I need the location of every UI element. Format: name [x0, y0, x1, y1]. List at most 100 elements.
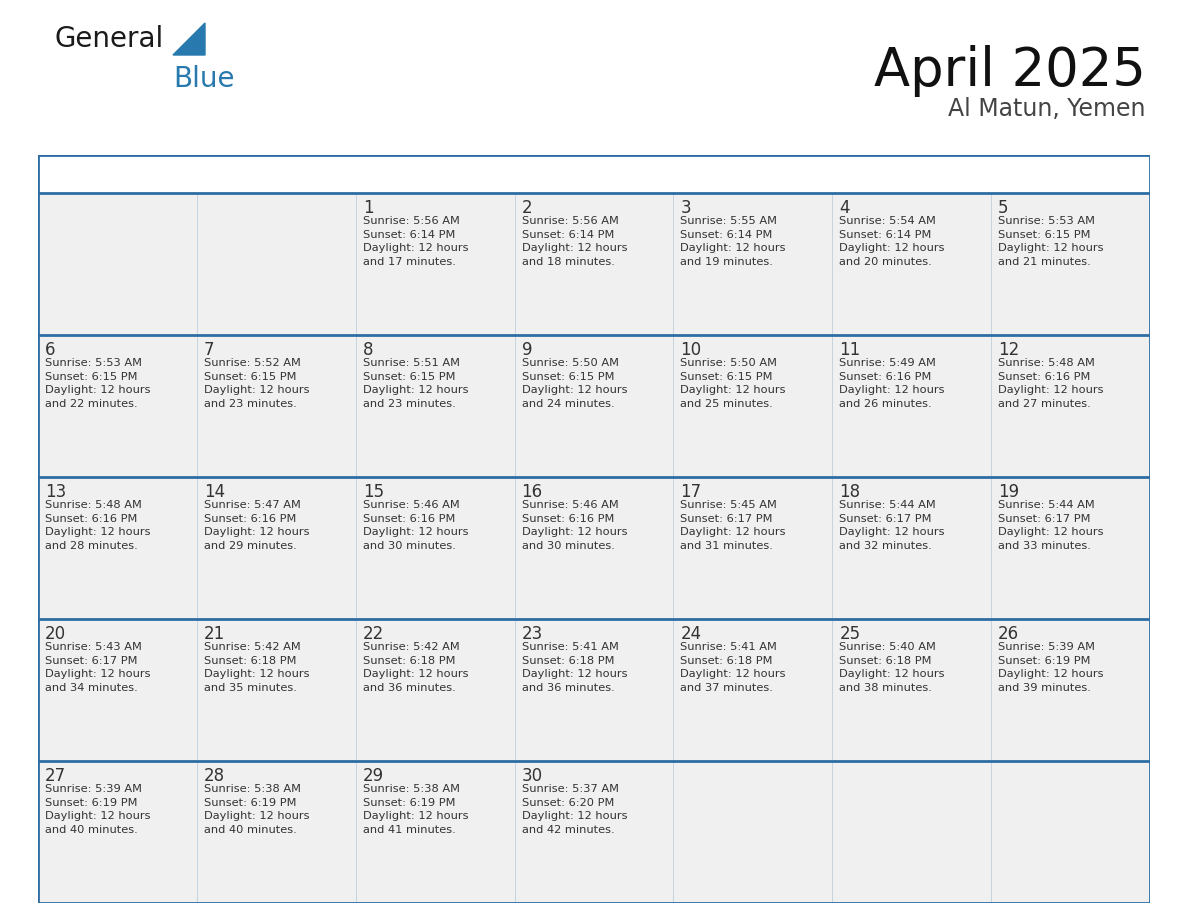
- Bar: [991, 477, 1150, 619]
- Text: Sunrise: 5:56 AM
Sunset: 6:14 PM
Daylight: 12 hours
and 18 minutes.: Sunrise: 5:56 AM Sunset: 6:14 PM Dayligh…: [522, 216, 627, 267]
- Bar: [514, 761, 674, 903]
- Text: Sunrise: 5:44 AM
Sunset: 6:17 PM
Daylight: 12 hours
and 33 minutes.: Sunrise: 5:44 AM Sunset: 6:17 PM Dayligh…: [998, 500, 1104, 551]
- Text: Sunrise: 5:52 AM
Sunset: 6:15 PM
Daylight: 12 hours
and 23 minutes.: Sunrise: 5:52 AM Sunset: 6:15 PM Dayligh…: [204, 358, 309, 409]
- Bar: [38, 619, 197, 761]
- Text: Sunrise: 5:55 AM
Sunset: 6:14 PM
Daylight: 12 hours
and 19 minutes.: Sunrise: 5:55 AM Sunset: 6:14 PM Dayligh…: [681, 216, 786, 267]
- Text: Monday: Monday: [204, 166, 265, 182]
- Text: Sunrise: 5:39 AM
Sunset: 6:19 PM
Daylight: 12 hours
and 40 minutes.: Sunrise: 5:39 AM Sunset: 6:19 PM Dayligh…: [45, 784, 151, 834]
- Text: 12: 12: [998, 341, 1019, 359]
- Text: Sunrise: 5:53 AM
Sunset: 6:15 PM
Daylight: 12 hours
and 21 minutes.: Sunrise: 5:53 AM Sunset: 6:15 PM Dayligh…: [998, 216, 1104, 267]
- Text: 8: 8: [362, 341, 373, 359]
- Bar: [674, 193, 833, 335]
- Bar: [38, 761, 197, 903]
- Bar: [991, 193, 1150, 335]
- Bar: [833, 761, 991, 903]
- Text: Sunrise: 5:51 AM
Sunset: 6:15 PM
Daylight: 12 hours
and 23 minutes.: Sunrise: 5:51 AM Sunset: 6:15 PM Dayligh…: [362, 358, 468, 409]
- Bar: [514, 335, 674, 477]
- Text: 26: 26: [998, 625, 1019, 643]
- Text: Sunrise: 5:39 AM
Sunset: 6:19 PM
Daylight: 12 hours
and 39 minutes.: Sunrise: 5:39 AM Sunset: 6:19 PM Dayligh…: [998, 642, 1104, 693]
- Bar: [991, 761, 1150, 903]
- Text: 28: 28: [204, 767, 225, 785]
- Text: 5: 5: [998, 199, 1009, 217]
- Text: Sunrise: 5:49 AM
Sunset: 6:16 PM
Daylight: 12 hours
and 26 minutes.: Sunrise: 5:49 AM Sunset: 6:16 PM Dayligh…: [839, 358, 944, 409]
- Text: 7: 7: [204, 341, 214, 359]
- Text: 29: 29: [362, 767, 384, 785]
- Bar: [38, 477, 197, 619]
- Bar: [514, 477, 674, 619]
- Text: 6: 6: [45, 341, 56, 359]
- Text: 15: 15: [362, 483, 384, 501]
- Bar: [197, 619, 355, 761]
- Text: Friday: Friday: [840, 166, 886, 182]
- Text: Sunrise: 5:38 AM
Sunset: 6:19 PM
Daylight: 12 hours
and 41 minutes.: Sunrise: 5:38 AM Sunset: 6:19 PM Dayligh…: [362, 784, 468, 834]
- Text: 27: 27: [45, 767, 67, 785]
- Text: Sunrise: 5:40 AM
Sunset: 6:18 PM
Daylight: 12 hours
and 38 minutes.: Sunrise: 5:40 AM Sunset: 6:18 PM Dayligh…: [839, 642, 944, 693]
- Text: Sunrise: 5:46 AM
Sunset: 6:16 PM
Daylight: 12 hours
and 30 minutes.: Sunrise: 5:46 AM Sunset: 6:16 PM Dayligh…: [522, 500, 627, 551]
- Text: 9: 9: [522, 341, 532, 359]
- Text: Sunrise: 5:54 AM
Sunset: 6:14 PM
Daylight: 12 hours
and 20 minutes.: Sunrise: 5:54 AM Sunset: 6:14 PM Dayligh…: [839, 216, 944, 267]
- Bar: [991, 335, 1150, 477]
- Text: Sunrise: 5:41 AM
Sunset: 6:18 PM
Daylight: 12 hours
and 37 minutes.: Sunrise: 5:41 AM Sunset: 6:18 PM Dayligh…: [681, 642, 786, 693]
- Text: Sunrise: 5:43 AM
Sunset: 6:17 PM
Daylight: 12 hours
and 34 minutes.: Sunrise: 5:43 AM Sunset: 6:17 PM Dayligh…: [45, 642, 151, 693]
- Text: 4: 4: [839, 199, 849, 217]
- Text: Blue: Blue: [173, 65, 234, 93]
- Bar: [197, 193, 355, 335]
- Bar: [674, 335, 833, 477]
- Bar: [674, 619, 833, 761]
- Bar: [197, 335, 355, 477]
- Text: Sunrise: 5:48 AM
Sunset: 6:16 PM
Daylight: 12 hours
and 28 minutes.: Sunrise: 5:48 AM Sunset: 6:16 PM Dayligh…: [45, 500, 151, 551]
- Bar: [38, 193, 197, 335]
- Bar: [833, 193, 991, 335]
- Bar: [355, 335, 514, 477]
- Text: 16: 16: [522, 483, 543, 501]
- Bar: [355, 193, 514, 335]
- Bar: [355, 477, 514, 619]
- Text: 14: 14: [204, 483, 225, 501]
- Polygon shape: [173, 23, 206, 55]
- Text: 25: 25: [839, 625, 860, 643]
- Text: 21: 21: [204, 625, 225, 643]
- Text: Saturday: Saturday: [999, 166, 1068, 182]
- Text: Sunrise: 5:46 AM
Sunset: 6:16 PM
Daylight: 12 hours
and 30 minutes.: Sunrise: 5:46 AM Sunset: 6:16 PM Dayligh…: [362, 500, 468, 551]
- Text: 1: 1: [362, 199, 373, 217]
- Text: General: General: [55, 25, 164, 53]
- Bar: [355, 619, 514, 761]
- Text: 30: 30: [522, 767, 543, 785]
- Bar: [674, 477, 833, 619]
- Bar: [833, 477, 991, 619]
- Text: Sunrise: 5:44 AM
Sunset: 6:17 PM
Daylight: 12 hours
and 32 minutes.: Sunrise: 5:44 AM Sunset: 6:17 PM Dayligh…: [839, 500, 944, 551]
- Text: Wednesday: Wednesday: [523, 166, 612, 182]
- Bar: [833, 619, 991, 761]
- Text: 18: 18: [839, 483, 860, 501]
- Text: Sunrise: 5:45 AM
Sunset: 6:17 PM
Daylight: 12 hours
and 31 minutes.: Sunrise: 5:45 AM Sunset: 6:17 PM Dayligh…: [681, 500, 786, 551]
- Text: Sunrise: 5:53 AM
Sunset: 6:15 PM
Daylight: 12 hours
and 22 minutes.: Sunrise: 5:53 AM Sunset: 6:15 PM Dayligh…: [45, 358, 151, 409]
- Text: 20: 20: [45, 625, 67, 643]
- Text: Sunrise: 5:42 AM
Sunset: 6:18 PM
Daylight: 12 hours
and 35 minutes.: Sunrise: 5:42 AM Sunset: 6:18 PM Dayligh…: [204, 642, 309, 693]
- Text: Sunrise: 5:47 AM
Sunset: 6:16 PM
Daylight: 12 hours
and 29 minutes.: Sunrise: 5:47 AM Sunset: 6:16 PM Dayligh…: [204, 500, 309, 551]
- Text: 23: 23: [522, 625, 543, 643]
- Bar: [674, 761, 833, 903]
- Text: 24: 24: [681, 625, 702, 643]
- Text: Al Matun, Yemen: Al Matun, Yemen: [948, 97, 1146, 121]
- Text: 22: 22: [362, 625, 384, 643]
- Bar: [514, 619, 674, 761]
- Text: 3: 3: [681, 199, 691, 217]
- Text: Thursday: Thursday: [682, 166, 752, 182]
- Text: Tuesday: Tuesday: [364, 166, 426, 182]
- Text: 10: 10: [681, 341, 702, 359]
- Text: Sunrise: 5:42 AM
Sunset: 6:18 PM
Daylight: 12 hours
and 36 minutes.: Sunrise: 5:42 AM Sunset: 6:18 PM Dayligh…: [362, 642, 468, 693]
- Bar: [514, 193, 674, 335]
- Bar: [833, 335, 991, 477]
- Text: 11: 11: [839, 341, 860, 359]
- Text: 13: 13: [45, 483, 67, 501]
- Text: Sunrise: 5:41 AM
Sunset: 6:18 PM
Daylight: 12 hours
and 36 minutes.: Sunrise: 5:41 AM Sunset: 6:18 PM Dayligh…: [522, 642, 627, 693]
- Bar: [38, 335, 197, 477]
- Text: 2: 2: [522, 199, 532, 217]
- Text: Sunday: Sunday: [46, 166, 103, 182]
- Text: Sunrise: 5:48 AM
Sunset: 6:16 PM
Daylight: 12 hours
and 27 minutes.: Sunrise: 5:48 AM Sunset: 6:16 PM Dayligh…: [998, 358, 1104, 409]
- Text: Sunrise: 5:37 AM
Sunset: 6:20 PM
Daylight: 12 hours
and 42 minutes.: Sunrise: 5:37 AM Sunset: 6:20 PM Dayligh…: [522, 784, 627, 834]
- Bar: [197, 477, 355, 619]
- Bar: [355, 761, 514, 903]
- Text: Sunrise: 5:50 AM
Sunset: 6:15 PM
Daylight: 12 hours
and 24 minutes.: Sunrise: 5:50 AM Sunset: 6:15 PM Dayligh…: [522, 358, 627, 409]
- Bar: [197, 761, 355, 903]
